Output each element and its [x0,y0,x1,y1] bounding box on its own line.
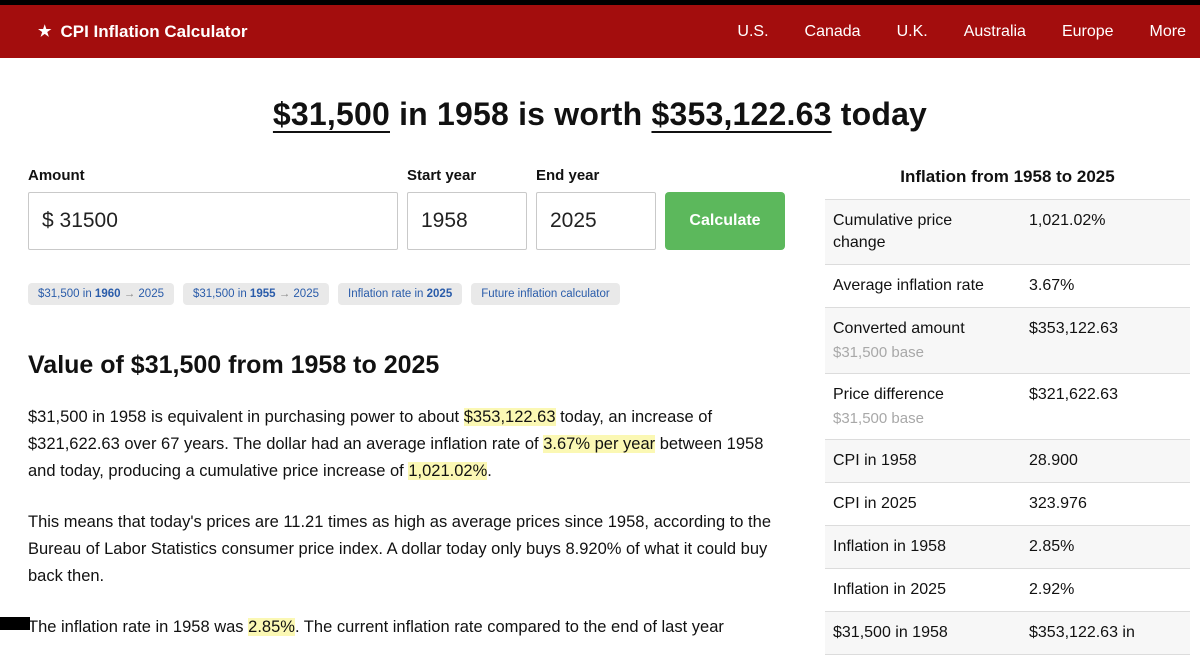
stat-value: $321,622.63 [1029,386,1118,403]
body-paragraph: $31,500 in 1958 is equivalent in purchas… [28,408,764,480]
stat-label: $31,500 in 1958 [833,624,948,641]
header-nav: U.S. Canada U.K. Australia Europe More [737,23,1186,41]
main-content: Amount Start year End year Calculate $31… [0,167,1200,655]
stat-row: $31,500 in 1958 $353,122.63 in [825,611,1190,654]
stat-row: Price difference $31,500 base $321,622.63 [825,373,1190,439]
stat-label: CPI in 2025 [833,495,917,512]
stat-label: CPI in 1958 [833,452,917,469]
related-link-chip[interactable]: $31,500 in 1955 → 2025 [183,283,329,305]
star-icon: ★ [38,23,52,40]
stat-row: Converted amount $31,500 base $353,122.63 [825,307,1190,373]
body-paragraph: This means that today's prices are 11.21… [28,513,771,585]
nav-item-europe[interactable]: Europe [1061,22,1114,40]
body-paragraph: The inflation rate in 1958 was 2.85%. Th… [28,618,724,636]
stat-label: Inflation in 2025 [833,581,946,598]
nav-item-more[interactable]: More [1149,22,1186,40]
related-links: $31,500 in 1960 → 2025 $31,500 in 1955 → … [28,283,790,305]
brand-label: CPI Inflation Calculator [60,21,248,41]
stat-sublabel: $31,500 base [833,344,924,361]
related-link-chip[interactable]: Inflation rate in 2025 [338,283,463,305]
stat-label: Average inflation rate [833,277,984,294]
nav-item-australia[interactable]: Australia [963,22,1026,40]
start-year-label: Start year [407,167,477,184]
start-year-field-group: Start year [407,167,527,250]
stat-value: $353,122.63 in [1029,624,1135,641]
end-year-label: End year [536,167,600,184]
stat-row: Inflation in 1958 2.85% [825,525,1190,568]
stat-value: 323.976 [1029,495,1087,512]
page-title: $31,500 in 1958 is worth $353,122.63 tod… [0,96,1200,133]
left-column: Amount Start year End year Calculate $31… [28,167,790,641]
sidebar-title: Inflation from 1958 to 2025 [900,167,1115,186]
stat-value: 2.85% [1029,538,1075,555]
highlighted-value: $353,122.63 [463,408,556,426]
amount-field-group: Amount [28,167,398,250]
amount-label: Amount [28,167,85,184]
stat-value: 28.900 [1029,452,1078,469]
stat-sublabel: $31,500 base [833,410,924,427]
stat-value: 2.92% [1029,581,1075,598]
stat-value: 3.67% [1029,277,1075,294]
nav-item-uk[interactable]: U.K. [896,22,928,40]
stat-row: Cumulative price change 1,021.02% [825,199,1190,264]
bottom-left-corner [0,617,30,630]
nav-item-canada[interactable]: Canada [804,22,861,40]
start-year-input[interactable] [407,192,527,250]
stat-value: $353,122.63 [1029,320,1118,337]
title-text: today [831,96,928,132]
stat-label: Converted amount $31,500 base [833,318,1005,363]
top-edge-strip [0,0,1200,5]
stat-label: Cumulative price change [833,212,953,251]
end-year-input[interactable] [536,192,656,250]
stat-row: Inflation in 2025 2.92% [825,568,1190,611]
stat-row: CPI in 1958 28.900 [825,439,1190,482]
header: ★ CPI Inflation Calculator U.S. Canada U.K… [0,5,1200,58]
highlighted-value: 2.85% [248,618,295,636]
end-year-field-group: End year [536,167,656,250]
stats-sidebar: Inflation from 1958 to 2025 Cumulative p… [825,167,1190,655]
title-amount: $353,122.63 [651,96,832,132]
calculator-form: Amount Start year End year Calculate [28,167,790,250]
body-text: $31,500 in 1958 is equivalent in purchas… [28,404,790,641]
highlighted-value: 3.67% per year [543,435,656,453]
nav-item-us[interactable]: U.S. [737,22,769,40]
related-link-chip[interactable]: $31,500 in 1960 → 2025 [28,283,174,305]
title-amount: $31,500 [272,96,390,132]
calculate-button[interactable]: Calculate [665,192,785,250]
stat-label: Inflation in 1958 [833,538,946,555]
highlighted-value: 1,021.02% [408,462,488,480]
related-link-chip[interactable]: Future inflation calculator [471,283,620,305]
stat-row: CPI in 2025 323.976 [825,482,1190,525]
stats-table: Cumulative price change 1,021.02% Average … [825,199,1190,655]
amount-input[interactable] [28,192,398,250]
stat-label: Price difference $31,500 base [833,384,1005,429]
title-text: in 1958 is worth [390,96,652,132]
stat-row: Average inflation rate 3.67% [825,264,1190,307]
section-heading: Value of $31,500 from 1958 to 2025 [28,351,440,379]
brand-link[interactable]: ★ CPI Inflation Calculator [38,22,247,42]
stat-value: 1,021.02% [1029,212,1106,229]
